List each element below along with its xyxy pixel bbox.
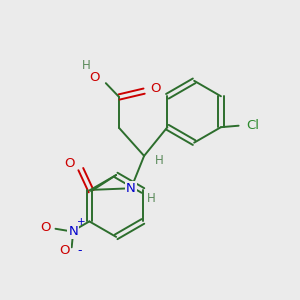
Text: O: O [64,157,75,170]
Text: H: H [147,192,156,205]
Text: N: N [68,225,78,238]
Text: N: N [126,182,136,195]
Text: -: - [78,244,82,257]
Text: O: O [40,221,51,234]
Text: O: O [60,244,70,257]
Text: O: O [151,82,161,95]
Text: Cl: Cl [246,119,259,132]
Text: H: H [155,154,164,167]
Text: O: O [89,71,100,84]
Text: +: + [77,217,86,227]
Text: H: H [82,59,91,72]
